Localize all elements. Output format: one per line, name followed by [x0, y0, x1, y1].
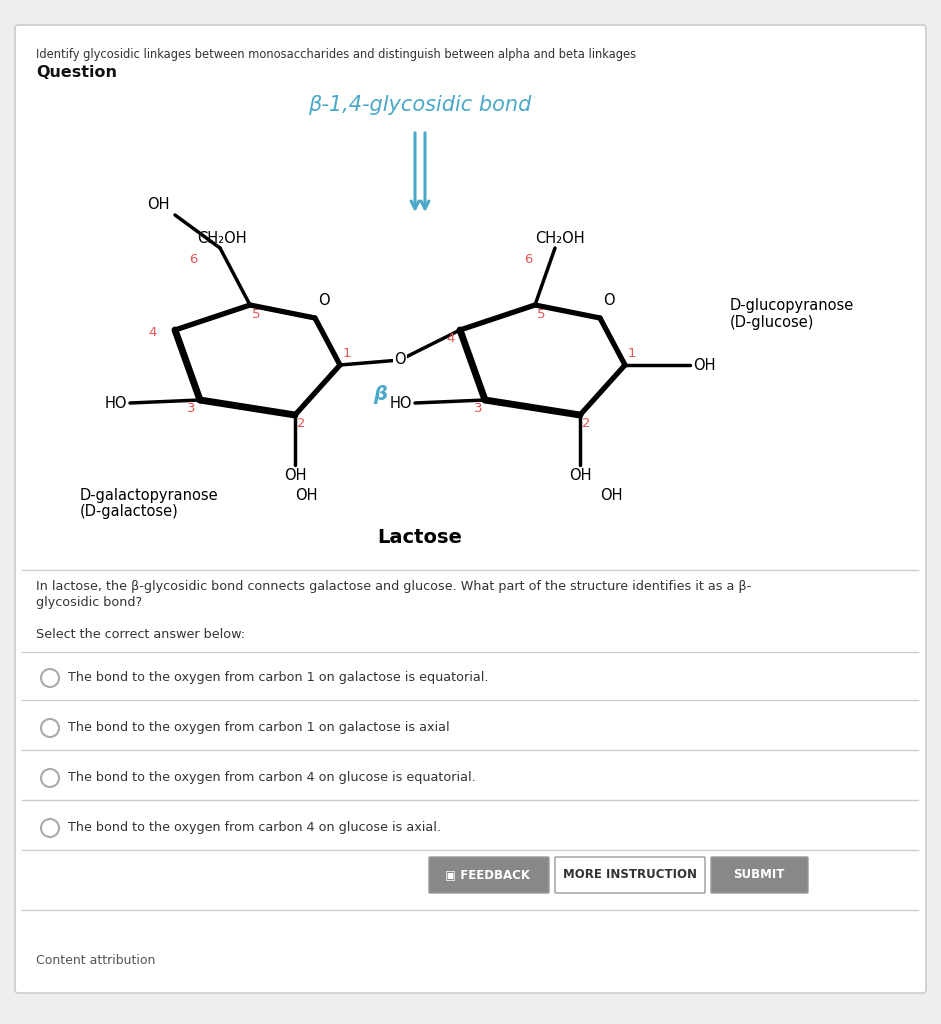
- Text: 3: 3: [186, 402, 195, 415]
- Text: OH: OH: [600, 488, 623, 503]
- Text: OH: OH: [693, 357, 715, 373]
- Text: Identify glycosidic linkages between monosaccharides and distinguish between alp: Identify glycosidic linkages between mon…: [36, 48, 636, 61]
- Text: 6: 6: [190, 253, 198, 266]
- Text: 6: 6: [525, 253, 533, 266]
- Text: OH: OH: [284, 468, 306, 483]
- Text: β-1,4-glycosidic bond: β-1,4-glycosidic bond: [309, 95, 532, 115]
- Text: SUBMIT: SUBMIT: [733, 868, 785, 882]
- Text: 4: 4: [149, 326, 157, 339]
- Text: 3: 3: [473, 402, 482, 415]
- Text: 1: 1: [343, 347, 352, 360]
- Text: 5: 5: [537, 308, 546, 321]
- FancyBboxPatch shape: [15, 25, 926, 993]
- Text: β: β: [373, 385, 387, 404]
- Text: 2: 2: [297, 417, 306, 430]
- Text: Lactose: Lactose: [377, 528, 462, 547]
- FancyBboxPatch shape: [711, 857, 808, 893]
- Text: Content attribution: Content attribution: [36, 953, 155, 967]
- Text: HO: HO: [104, 395, 127, 411]
- Text: Select the correct answer below:: Select the correct answer below:: [36, 628, 245, 641]
- Text: ▣ FEEDBACK: ▣ FEEDBACK: [445, 868, 530, 882]
- Text: D-glucopyranose: D-glucopyranose: [730, 298, 854, 313]
- Text: In lactose, the β-glycosidic bond connects galactose and glucose. What part of t: In lactose, the β-glycosidic bond connec…: [36, 580, 751, 593]
- Text: 1: 1: [628, 347, 636, 360]
- Text: OH: OH: [568, 468, 591, 483]
- Text: Question: Question: [36, 65, 117, 80]
- Text: HO: HO: [390, 395, 412, 411]
- Text: D-galactopyranose: D-galactopyranose: [80, 488, 218, 503]
- Text: O: O: [394, 352, 406, 368]
- Text: MORE INSTRUCTION: MORE INSTRUCTION: [563, 868, 697, 882]
- Text: The bond to the oxygen from carbon 4 on glucose is axial.: The bond to the oxygen from carbon 4 on …: [68, 821, 441, 835]
- Text: glycosidic bond?: glycosidic bond?: [36, 596, 142, 609]
- Text: (D-galactose): (D-galactose): [80, 504, 179, 519]
- Text: The bond to the oxygen from carbon 1 on galactose is equatorial.: The bond to the oxygen from carbon 1 on …: [68, 672, 488, 684]
- Text: CH₂OH: CH₂OH: [198, 231, 247, 246]
- Text: OH: OH: [148, 197, 170, 212]
- Text: (D-glucose): (D-glucose): [730, 315, 814, 330]
- Text: 4: 4: [447, 332, 455, 345]
- Text: 2: 2: [582, 417, 591, 430]
- Text: 5: 5: [252, 308, 261, 321]
- Text: O: O: [603, 293, 614, 308]
- Text: O: O: [318, 293, 329, 308]
- Text: OH: OH: [295, 488, 317, 503]
- FancyBboxPatch shape: [555, 857, 705, 893]
- Text: The bond to the oxygen from carbon 1 on galactose is axial: The bond to the oxygen from carbon 1 on …: [68, 722, 450, 734]
- Text: The bond to the oxygen from carbon 4 on glucose is equatorial.: The bond to the oxygen from carbon 4 on …: [68, 771, 476, 784]
- FancyBboxPatch shape: [429, 857, 549, 893]
- Text: CH₂OH: CH₂OH: [535, 231, 584, 246]
